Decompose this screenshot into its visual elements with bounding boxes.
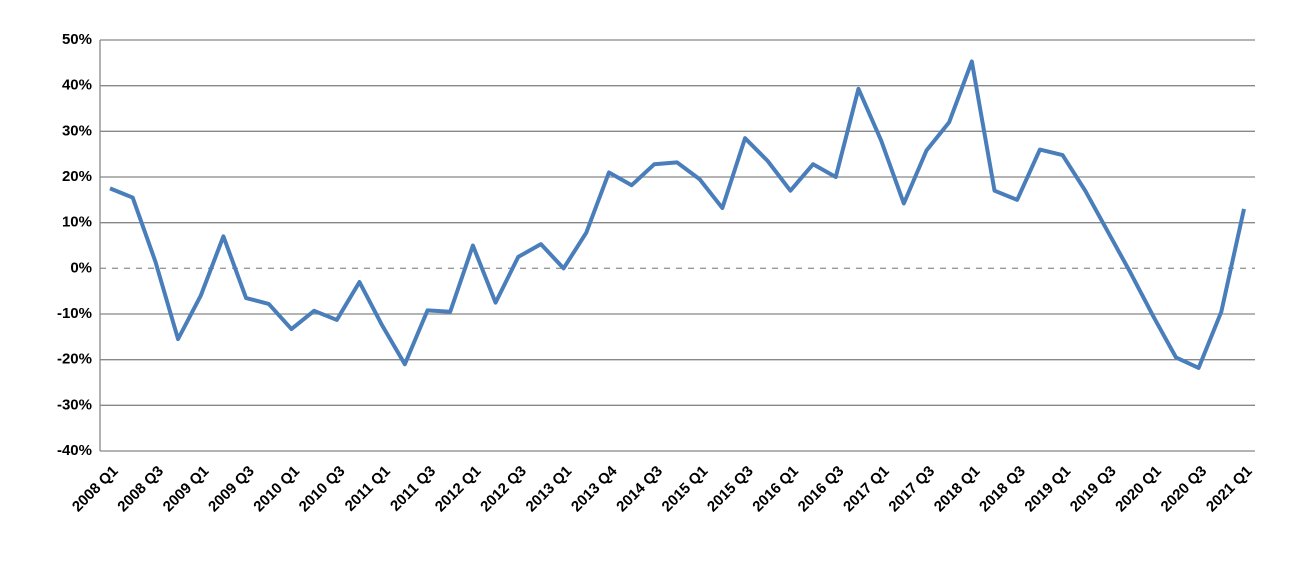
x-tick-label: 2008 Q1 [69, 463, 122, 516]
y-tick-label: -40% [57, 442, 92, 459]
x-tick-label: 2019 Q1 [1021, 463, 1074, 516]
y-tick-label: 40% [62, 77, 92, 94]
line [109, 59, 1246, 370]
x-tick-label: 2013 Q4 [568, 462, 621, 515]
x-tick-label: 2013 Q1 [523, 463, 576, 516]
x-tick-label: 2010 Q3 [296, 463, 349, 516]
y-tick-label: 0% [70, 259, 92, 276]
x-tick-label: 2020 Q1 [1112, 463, 1165, 516]
x-tick-label: 2018 Q3 [976, 463, 1029, 516]
x-tick-label: 2009 Q3 [205, 463, 258, 516]
x-tick-label: 2014 Q3 [613, 463, 666, 516]
x-tick-label: 2016 Q3 [795, 463, 848, 516]
x-tick-label: 2018 Q1 [931, 463, 984, 516]
x-tick-label: 2011 Q1 [342, 463, 394, 515]
x-tick-label: 2012 Q3 [477, 463, 530, 516]
x-tick-label: 2019 Q3 [1067, 463, 1120, 516]
x-tick-label: 2011 Q3 [387, 463, 439, 515]
x-tick-label: 2020 Q3 [1158, 463, 1211, 516]
y-tick-label: -30% [57, 396, 92, 413]
x-tick-label: 2010 Q1 [250, 463, 303, 516]
x-tick-label: 2021 Q1 [1203, 463, 1256, 516]
x-tick-label: 2008 Q3 [114, 463, 167, 516]
y-tick-label: -20% [57, 351, 92, 368]
x-tick-label: 2016 Q1 [749, 463, 802, 516]
y-tick-label: -10% [57, 305, 92, 322]
y-tick-label: 10% [62, 214, 92, 231]
y-tick-label: 50% [62, 31, 92, 48]
y-tick-label: 30% [62, 122, 92, 139]
x-tick-label: 2012 Q1 [432, 463, 485, 516]
x-tick-label: 2017 Q1 [840, 463, 893, 516]
x-tick-label: 2015 Q3 [704, 463, 757, 516]
y-tick-label: 20% [62, 168, 92, 185]
x-tick-label: 2017 Q3 [885, 463, 938, 516]
x-tick-label: 2009 Q1 [160, 463, 213, 516]
x-tick-label: 2015 Q1 [659, 463, 712, 516]
